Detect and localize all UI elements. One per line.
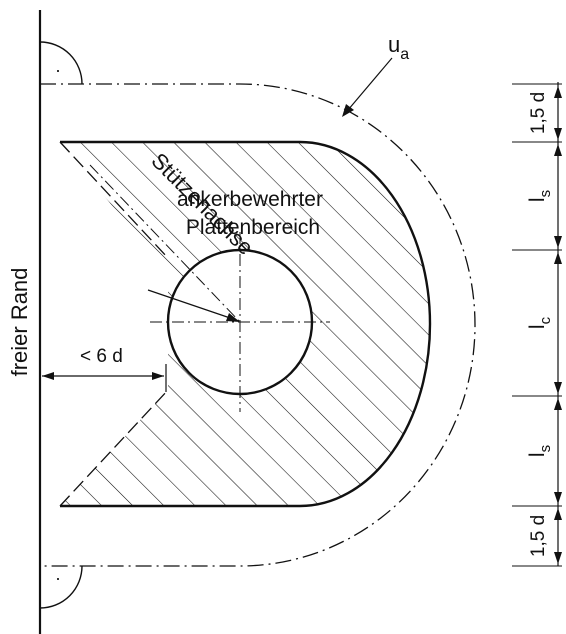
- right-angle-mark-top: [39, 41, 83, 85]
- dimension-chain: 1,5 d ls lc ls 1,5 d: [512, 82, 562, 567]
- dimension-label-1: ls: [526, 190, 554, 202]
- free-edge-label: freier Rand: [7, 268, 32, 377]
- dim-arrow-4-top: [554, 508, 562, 520]
- dim-arrow-2-bottom: [554, 382, 562, 394]
- dim-arrow-0-top: [554, 86, 562, 98]
- axis-leader-arrowhead: [226, 313, 240, 322]
- dim-arrow-4-bottom: [554, 552, 562, 564]
- perimeter-label-main: u: [388, 32, 400, 57]
- dim-arrow-3-bottom: [554, 492, 562, 504]
- region-label-line2: Plattenbereich: [186, 216, 320, 239]
- perimeter-ua: [40, 83, 476, 567]
- dim-arrow-1-top: [554, 144, 562, 156]
- edge-distance-label: < 6 d: [80, 346, 123, 367]
- axis-leader-line: [147, 289, 237, 321]
- dimension-label-4: 1,5 d: [528, 515, 549, 557]
- diagonal-dashed-lower: [59, 389, 169, 507]
- dim-arrow-2-top: [554, 252, 562, 264]
- dimension-label-2: lc: [526, 316, 554, 329]
- perimeter-leader-line: [347, 57, 393, 111]
- column-axis-diagonal: [89, 164, 241, 323]
- dimension-label-3: ls: [526, 445, 554, 457]
- edge-distance-arrow-left: [42, 372, 54, 380]
- right-angle-mark-bottom: [39, 565, 83, 609]
- perimeter-label-sub: a: [400, 46, 409, 63]
- right-angle-dot-bottom: ·: [55, 568, 61, 588]
- edge-distance-arrow-right: [152, 372, 164, 380]
- perimeter-label: ua: [388, 32, 409, 63]
- dim-arrow-3-top: [554, 398, 562, 410]
- dimension-label-0: 1,5 d: [528, 92, 549, 134]
- right-angle-dot-top: ·: [55, 60, 61, 80]
- region-label-line1: ankerbewehrter: [177, 188, 323, 211]
- perimeter-leader-arrowhead: [342, 104, 354, 117]
- anchored-region-outline: [60, 140, 432, 508]
- diagonal-dashed-upper: [59, 141, 169, 259]
- dim-arrow-1-bottom: [554, 236, 562, 248]
- dim-arrow-0-bottom: [554, 128, 562, 140]
